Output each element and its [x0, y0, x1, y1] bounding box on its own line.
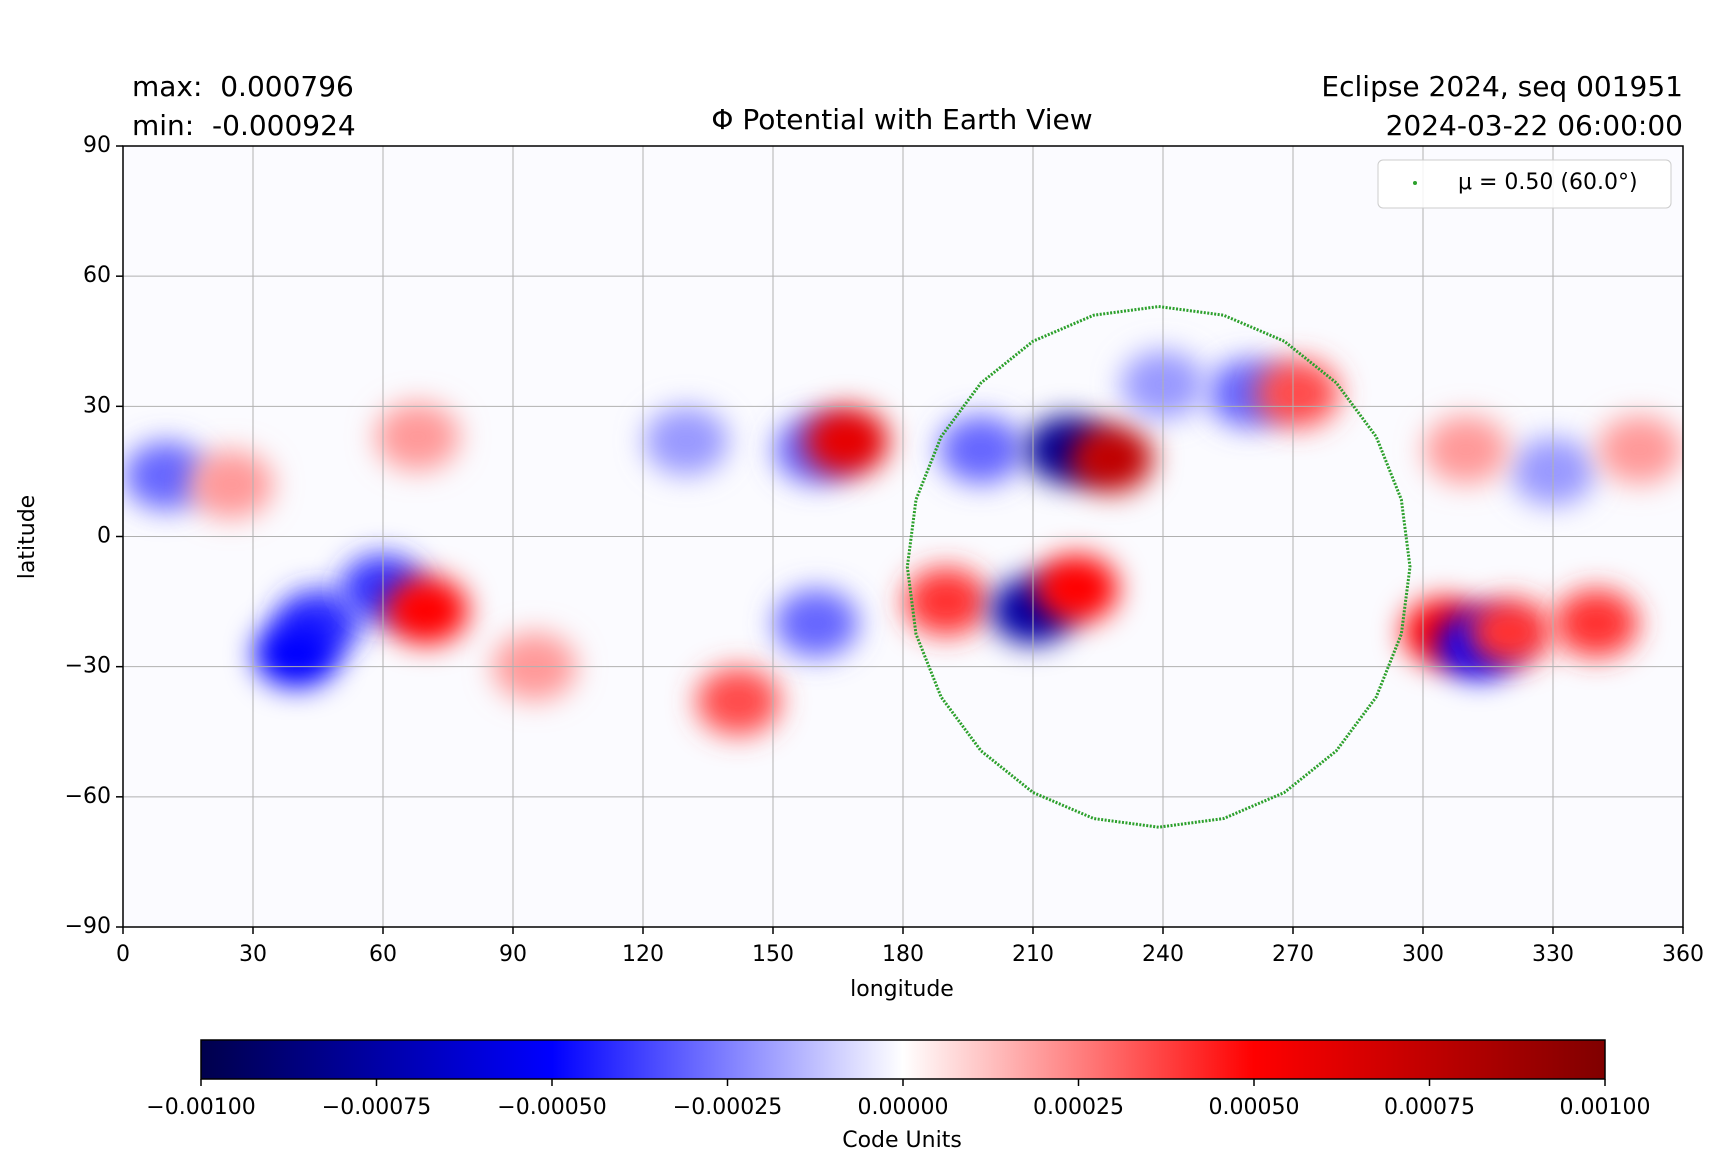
x-tick-label: 180	[882, 942, 924, 967]
x-axis-label: longitude	[850, 977, 954, 1002]
field-cell	[1034, 554, 1119, 623]
field-cell	[124, 441, 209, 510]
y-tick-label: 30	[83, 393, 111, 418]
colorbar-tick-label: −0.00100	[146, 1095, 255, 1120]
colorbar-tick-label: −0.00050	[497, 1095, 606, 1120]
colorbar: −0.00100 −0.00075 −0.00050 −0.00025 0.00000 0…	[146, 1039, 1651, 1120]
chart-title: Φ Potential with Earth View	[711, 103, 1092, 136]
colorbar-tick-label: −0.00025	[673, 1095, 782, 1120]
y-tick-label: −60	[65, 784, 111, 809]
field-cell	[375, 402, 460, 471]
x-tick-label: 90	[499, 942, 527, 967]
x-tick-label: 240	[1142, 942, 1184, 967]
field-cell	[1424, 415, 1509, 484]
field-cell	[804, 407, 889, 476]
y-tick-label: 0	[97, 524, 111, 549]
x-tick-label: 210	[1012, 942, 1054, 967]
field-cell	[1255, 359, 1340, 428]
field-cell	[904, 567, 989, 636]
field-cell	[384, 576, 469, 645]
y-tick-label: 90	[83, 133, 111, 158]
colorbar-tick-label: 0.00000	[858, 1095, 949, 1120]
field-cell	[774, 589, 859, 658]
run-label: Eclipse 2024, seq 001951	[1321, 70, 1683, 103]
field-cell	[696, 667, 781, 736]
x-tick-label: 120	[622, 942, 664, 967]
colorbar-tick-label: −0.00075	[322, 1095, 431, 1120]
field-cell	[1597, 415, 1682, 484]
field-cell	[189, 450, 274, 519]
y-tick-label: −90	[65, 914, 111, 939]
colorbar-tick-label: 0.00075	[1384, 1095, 1475, 1120]
field-cell	[939, 415, 1023, 484]
x-tick-label: 60	[369, 942, 397, 967]
colorbar-tick-label: 0.00100	[1560, 1095, 1651, 1120]
field-cell	[1467, 597, 1552, 666]
x-tick-label: 270	[1272, 942, 1314, 967]
colorbar-gradient	[200, 1039, 1606, 1080]
y-axis-label: latitude	[15, 495, 40, 579]
field	[124, 350, 1682, 736]
mu-contour	[905, 305, 1412, 829]
ring	[905, 305, 1412, 829]
colorbar-tick-label: 0.00050	[1209, 1095, 1300, 1120]
colorbar-tick-label: 0.00025	[1033, 1095, 1124, 1120]
min-label: min: -0.000924	[132, 109, 356, 142]
x-tick-label: 300	[1402, 942, 1444, 967]
y-tick-label: 60	[83, 263, 111, 288]
legend-marker	[1413, 181, 1417, 185]
field-cell	[254, 619, 339, 688]
field-cell	[1554, 589, 1639, 658]
x-tick-label: 150	[752, 942, 794, 967]
x-tick-label: 0	[116, 942, 130, 967]
colorbar-label: Code Units	[842, 1128, 962, 1152]
y-tick-label: −30	[65, 654, 111, 679]
field-cell	[644, 407, 729, 476]
x-tick-label: 30	[239, 942, 267, 967]
field-cell	[1069, 424, 1153, 493]
legend-box	[1377, 159, 1672, 209]
max-label: max: 0.000796	[132, 70, 354, 103]
x-tick-label: 360	[1662, 942, 1704, 967]
legend-label: μ = 0.50 (60.0°)	[1458, 170, 1638, 195]
x-tick-label: 330	[1532, 942, 1574, 967]
date-label: 2024-03-22 06:00:00	[1386, 109, 1683, 142]
